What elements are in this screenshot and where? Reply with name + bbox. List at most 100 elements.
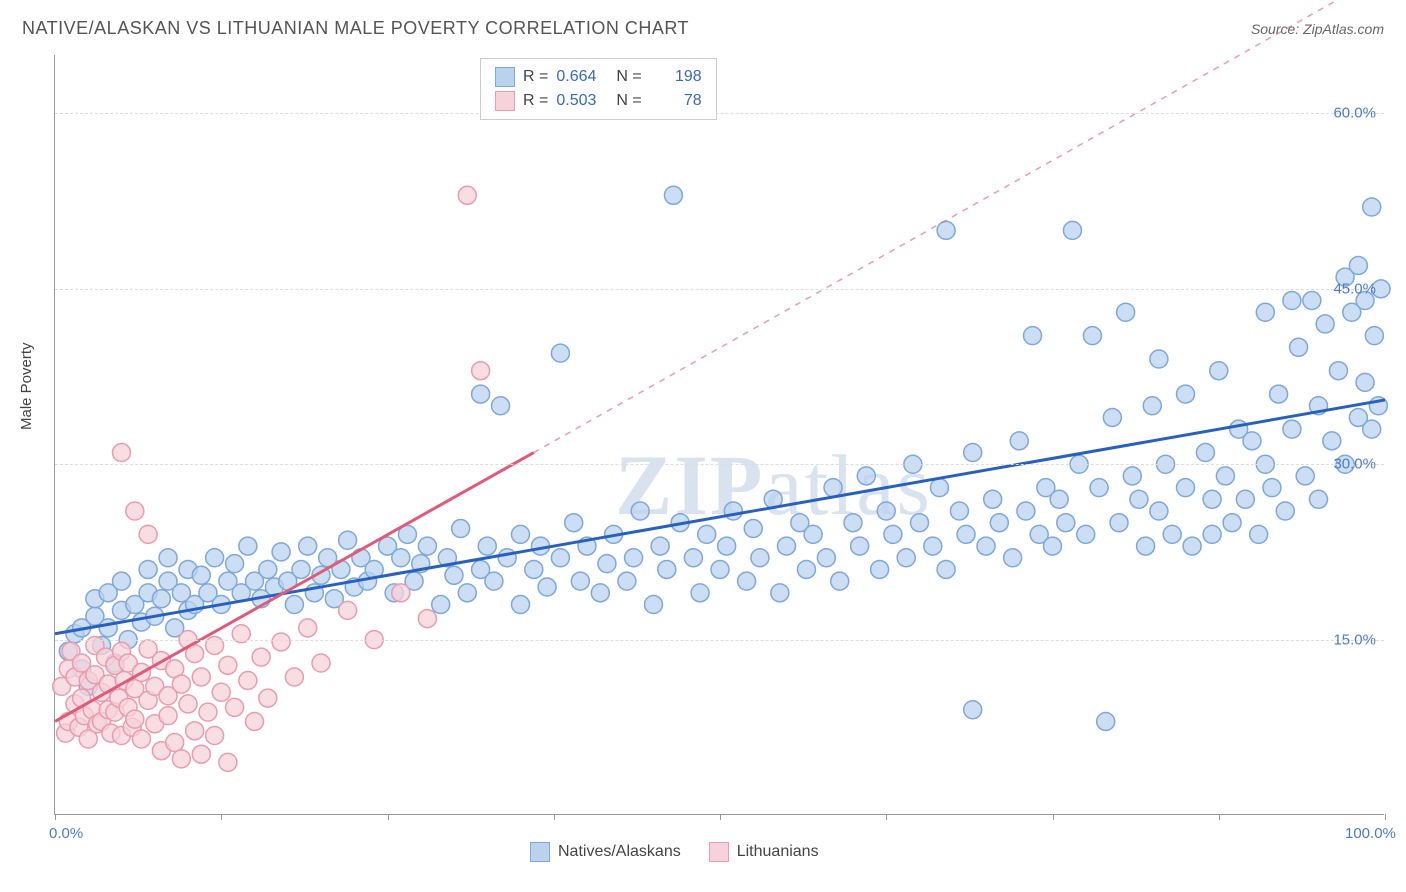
scatter-point [1203,490,1221,508]
chart-plot-area: ZIPatlas 15.0%30.0%45.0%60.0%0.0%100.0% [54,55,1384,815]
legend-series-label: Lithuanians [737,843,819,861]
scatter-point [698,525,716,543]
legend-series-item: Natives/Alaskans [530,842,681,862]
x-tick [388,814,389,820]
x-tick [1053,814,1054,820]
scatter-point [152,590,170,608]
scatter-point [964,444,982,462]
scatter-point [1103,408,1121,426]
scatter-point [339,531,357,549]
scatter-point [1024,327,1042,345]
legend-n-label: N = [616,92,641,110]
y-axis-label: Male Poverty [18,342,35,430]
y-tick-label: 45.0% [1333,280,1376,297]
scatter-point [432,596,450,614]
gridline [55,289,1384,290]
scatter-point [172,750,190,768]
scatter-point [1177,479,1195,497]
scatter-point [285,668,303,686]
scatter-point [551,549,569,567]
scatter-point [1290,338,1308,356]
scatter-point [844,514,862,532]
scatter-point [272,633,290,651]
scatter-point [711,560,729,578]
scatter-point [159,707,177,725]
x-tick [1385,814,1386,820]
x-tick-label: 0.0% [49,825,83,842]
scatter-point [113,444,131,462]
scatter-point [1090,479,1108,497]
scatter-point [718,537,736,555]
scatter-point [226,698,244,716]
scatter-point [1044,537,1062,555]
scatter-point [445,566,463,584]
scatter-point [977,537,995,555]
x-tick [720,814,721,820]
legend-stats: R =0.664N =198R =0.503N =78 [480,58,717,120]
legend-series-label: Natives/Alaskans [558,843,681,861]
scatter-point [239,672,257,690]
scatter-point [299,619,317,637]
scatter-point [199,703,217,721]
legend-swatch [495,67,515,87]
scatter-point [1236,490,1254,508]
scatter-point [226,555,244,573]
scatter-point [132,730,150,748]
scatter-point [1077,525,1095,543]
scatter-point [950,502,968,520]
legend-n-value: 198 [650,68,702,86]
legend-series-item: Lithuanians [709,842,819,862]
scatter-point [1303,292,1321,310]
scatter-point [392,584,410,602]
scatter-point [744,520,762,538]
scatter-point [1010,432,1028,450]
scatter-point [299,537,317,555]
x-tick-label: 100.0% [1345,825,1396,842]
y-tick-label: 60.0% [1333,105,1376,122]
scatter-point [272,543,290,561]
scatter-point [851,537,869,555]
scatter-point [751,549,769,567]
scatter-point [259,560,277,578]
x-tick [55,814,56,820]
scatter-point [1183,537,1201,555]
scatter-point [738,572,756,590]
scatter-point [571,572,589,590]
scatter-point [246,712,264,730]
scatter-point [824,479,842,497]
scatter-point [166,734,184,752]
scatter-point [990,514,1008,532]
scatter-point [724,502,742,520]
scatter-point [618,572,636,590]
scatter-point [1210,362,1228,380]
scatter-point [771,584,789,602]
scatter-point [512,596,530,614]
scatter-point [1356,373,1374,391]
scatter-point [312,654,330,672]
legend-stats-row: R =0.503N =78 [495,89,702,113]
scatter-point [1363,198,1381,216]
scatter-point [252,648,270,666]
scatter-point [418,610,436,628]
scatter-point [1143,397,1161,415]
scatter-point [172,675,190,693]
legend-stats-row: R =0.664N =198 [495,65,702,89]
scatter-point [538,578,556,596]
scatter-point [1177,385,1195,403]
scatter-point [206,726,224,744]
scatter-point [1196,444,1214,462]
scatter-point [452,520,470,538]
scatter-point [651,537,669,555]
scatter-point [797,560,815,578]
scatter-point [1150,502,1168,520]
scatter-point [1017,502,1035,520]
scatter-point [565,514,583,532]
scatter-point [1097,712,1115,730]
legend-r-label: R = [523,68,548,86]
scatter-point [897,549,915,567]
scatter-point [1329,362,1347,380]
scatter-point [804,525,822,543]
scatter-point [631,502,649,520]
scatter-point [817,549,835,567]
scatter-point [1323,432,1341,450]
